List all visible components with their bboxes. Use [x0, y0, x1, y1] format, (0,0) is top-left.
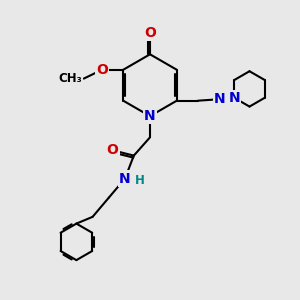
Text: H: H — [134, 173, 144, 187]
Text: CH₃: CH₃ — [58, 72, 82, 85]
Text: N: N — [214, 92, 226, 106]
Text: O: O — [96, 63, 108, 77]
Text: N: N — [119, 172, 131, 186]
Text: N: N — [228, 91, 240, 105]
Text: O: O — [107, 143, 118, 157]
Text: O: O — [144, 26, 156, 40]
Text: N: N — [144, 109, 156, 123]
